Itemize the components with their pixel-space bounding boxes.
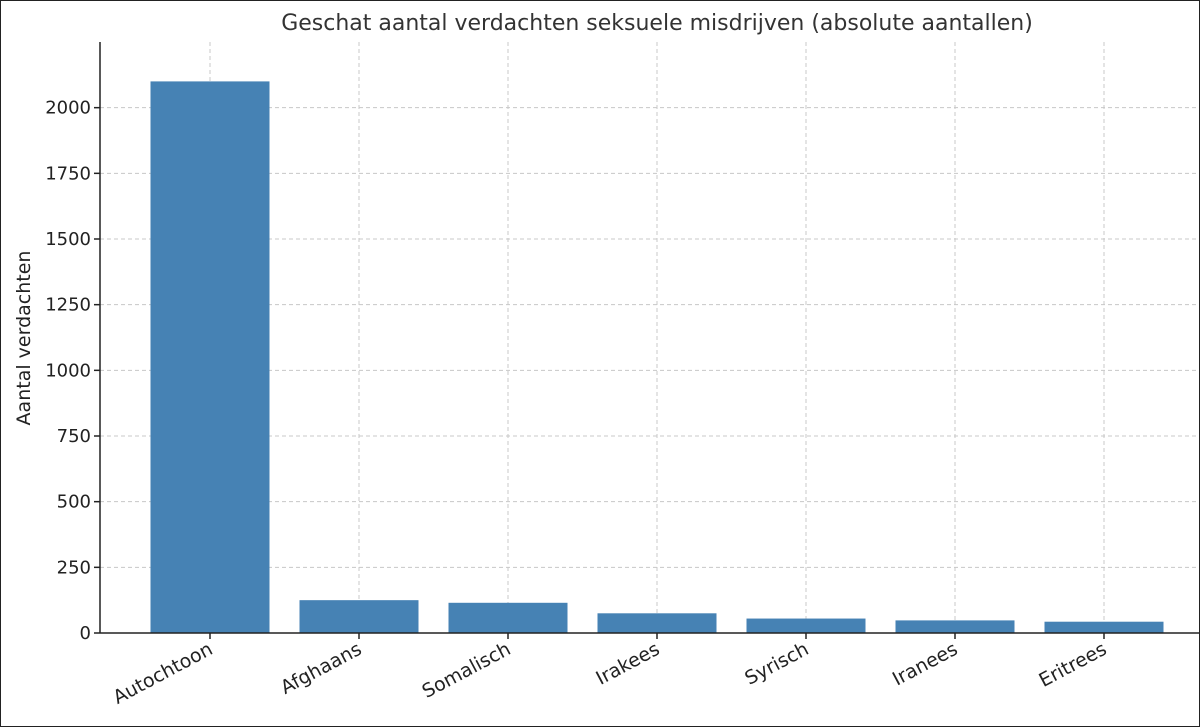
- x-tick-label: Afghaans: [277, 638, 365, 699]
- bar-somalisch: [448, 602, 568, 633]
- x-tick-label: Autochtoon: [109, 638, 216, 709]
- chart-title: Geschat aantal verdachten seksuele misdr…: [281, 11, 1033, 36]
- y-axis-label: Aantal verdachten: [13, 251, 35, 426]
- bar-eritrees: [1044, 621, 1164, 633]
- x-tick-label: Syrisch: [741, 638, 812, 690]
- y-tick-label: 250: [57, 557, 91, 578]
- y-tick-label: 1500: [45, 229, 91, 250]
- bar-syrisch: [746, 618, 866, 633]
- bar-irakees: [597, 613, 717, 633]
- y-tick-label: 0: [80, 623, 91, 644]
- x-tick-label: Somalisch: [419, 638, 515, 703]
- y-tick-label: 1000: [45, 360, 91, 381]
- x-tick-labels: Autochtoon Afghaans Somalisch Irakees Syrisc…: [109, 633, 1110, 709]
- bar-afghaans: [299, 600, 419, 633]
- bar-autochtoon: [150, 81, 270, 633]
- y-tick-label: 1250: [45, 295, 91, 316]
- y-tick-label: 1750: [45, 163, 91, 184]
- y-tick-label: 500: [57, 492, 91, 513]
- bars: [150, 81, 1164, 633]
- y-tick-labels: 0 250 500 750 1000 1250 1500 1750 2000: [45, 98, 100, 644]
- x-tick-label: Eritrees: [1035, 638, 1110, 692]
- y-tick-label: 2000: [45, 98, 91, 119]
- x-tick-label: Iranees: [889, 638, 961, 690]
- bar-iranees: [895, 620, 1015, 633]
- y-tick-label: 750: [57, 426, 91, 447]
- x-tick-label: Irakees: [592, 638, 663, 690]
